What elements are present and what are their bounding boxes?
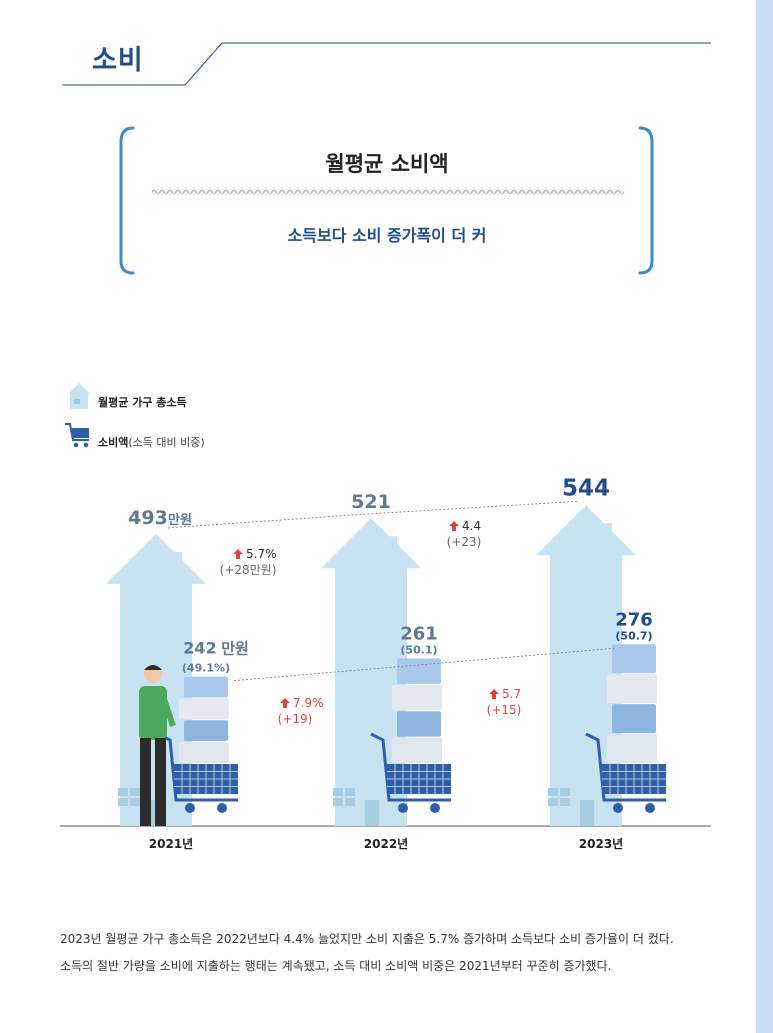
title-bracket-frame <box>119 126 654 275</box>
house-window <box>560 788 570 796</box>
x-tick-label: 2021년 <box>149 837 193 851</box>
income-value-label: 521 <box>351 491 391 513</box>
house-window <box>548 798 558 806</box>
person-leg <box>140 738 151 826</box>
house-window <box>548 788 558 796</box>
footer-text: 2023년 월평균 가구 총소득은 2022년보다 4.4% 늘었지만 소비 지… <box>60 926 740 980</box>
spending-box-stack <box>397 711 441 737</box>
person-leg <box>155 738 166 826</box>
cart-handle <box>370 732 451 802</box>
cart-wheel <box>430 803 440 813</box>
cart-wheel <box>398 803 408 813</box>
legend-spending-label: 소비액(소득 대비 비중) <box>98 436 205 449</box>
spending-value-label: 261 <box>400 624 438 645</box>
cart-wheel <box>645 803 655 813</box>
cart-wheel <box>613 803 623 813</box>
income-trend-line <box>167 500 579 529</box>
house-chimney <box>387 536 397 557</box>
spending-box-stack <box>607 734 657 763</box>
spending-box-stack <box>179 742 229 763</box>
spending-share-label: (49.1%) <box>182 662 230 675</box>
spending-unit-label: 만원 <box>221 640 249 658</box>
house-chimney <box>172 551 182 572</box>
income-change-abs: (+28만원) <box>220 563 277 577</box>
house-chimney <box>602 523 612 544</box>
income-value-label: 493 <box>128 507 168 529</box>
house-window <box>130 798 140 806</box>
house-door <box>365 800 379 826</box>
spending-value-label: 242 <box>183 639 216 658</box>
spending-box-stack <box>184 720 228 742</box>
spending-value-label: 276 <box>615 609 653 630</box>
spending-change-pct: 7.9% <box>293 696 324 710</box>
spending-box-stack <box>392 737 442 763</box>
up-arrow-icon <box>233 549 243 559</box>
up-arrow-icon <box>449 521 459 531</box>
spending-box-stack <box>179 698 229 720</box>
person-hair <box>144 665 162 670</box>
section-header-decoration <box>62 42 711 86</box>
income-unit-label: 만원 <box>168 512 192 528</box>
house-window <box>130 788 140 796</box>
house-window <box>345 798 355 806</box>
shopping-cart-icon <box>65 423 89 448</box>
cart-handle <box>585 732 666 802</box>
spending-box-stack <box>612 704 656 734</box>
house-window <box>118 788 128 796</box>
spending-share-label: (50.7) <box>615 629 652 642</box>
house-window <box>333 788 343 796</box>
up-arrow-icon <box>280 698 290 708</box>
spending-share-label: (50.1) <box>400 644 437 657</box>
house-window <box>560 798 570 806</box>
cart-wheel <box>217 803 227 813</box>
income-change-abs: (+23) <box>447 535 482 549</box>
person-body <box>139 686 167 740</box>
chart-heading: 월평균 소비액 <box>325 152 449 176</box>
legend-income-label: 월평균 가구 총소득 <box>98 396 187 409</box>
income-change-pct: 4.4 <box>462 519 481 533</box>
income-change-pct: 5.7% <box>246 547 277 561</box>
income-value-label: 544 <box>562 475 610 501</box>
section-title: 소비 <box>92 45 144 76</box>
spending-change-pct: 5.7 <box>502 687 521 701</box>
x-tick-label: 2023년 <box>579 837 623 851</box>
house-window <box>118 798 128 806</box>
spending-change-abs: (+19) <box>278 712 313 726</box>
spending-box-stack <box>392 684 442 711</box>
cart-wheel <box>185 803 195 813</box>
x-tick-label: 2022년 <box>364 837 408 851</box>
spending-box-stack <box>397 658 441 684</box>
spending-trend-line <box>233 647 615 681</box>
side-accent-bar <box>756 0 773 1033</box>
spending-box-stack <box>607 674 657 704</box>
footer-line-1: 2023년 월평균 가구 총소득은 2022년보다 4.4% 늘었지만 소비 지… <box>60 932 674 946</box>
house-window <box>333 798 343 806</box>
house-door <box>580 800 594 826</box>
footer-line-2: 소득의 절반 가량을 소비에 지출하는 행태는 계속됐고, 소득 대비 소비액 … <box>60 959 612 973</box>
spending-change-abs: (+15) <box>487 703 522 717</box>
spending-box-stack <box>612 644 656 674</box>
house-icon <box>68 383 90 409</box>
house-window <box>345 788 355 796</box>
chart-subheading: 소득보다 소비 증가폭이 더 커 <box>287 226 487 245</box>
person-arm <box>160 695 176 727</box>
spending-box-stack <box>184 676 228 698</box>
up-arrow-icon <box>489 689 499 699</box>
